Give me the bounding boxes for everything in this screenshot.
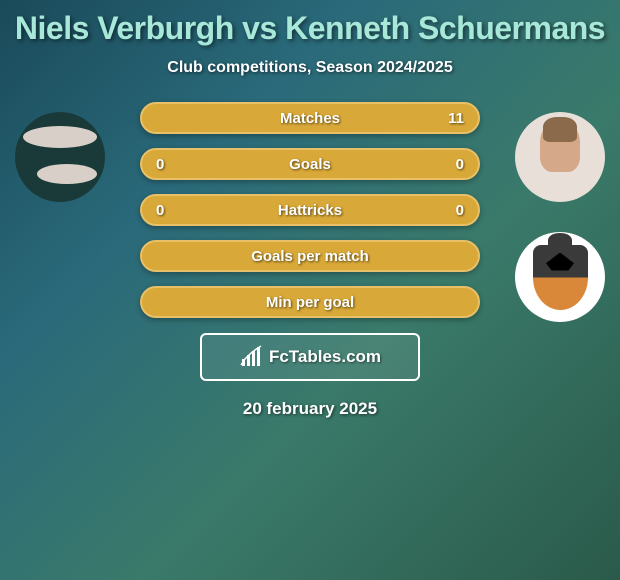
stat-row-hattricks: 0 Hattricks 0 <box>140 194 480 226</box>
stat-row-matches: Matches 11 <box>140 102 480 134</box>
page-title: Niels Verburgh vs Kenneth Schuermans <box>0 10 620 47</box>
comparison-infographic: Niels Verburgh vs Kenneth Schuermans Clu… <box>0 0 620 429</box>
watermark-box: FcTables.com <box>200 333 420 381</box>
player-left-avatar <box>15 112 105 202</box>
watermark-text: FcTables.com <box>269 347 381 367</box>
stat-row-goals: 0 Goals 0 <box>140 148 480 180</box>
stat-left-value: 0 <box>156 202 164 219</box>
stat-label: Hattricks <box>278 202 342 219</box>
date-text: 20 february 2025 <box>0 399 620 419</box>
stat-right-value: 11 <box>448 110 464 127</box>
stat-label: Goals per match <box>251 248 369 265</box>
club-badge-right <box>515 232 605 322</box>
stat-row-goals-per-match: Goals per match <box>140 240 480 272</box>
stat-row-min-per-goal: Min per goal <box>140 286 480 318</box>
player-right-avatar <box>515 112 605 202</box>
stat-right-value: 0 <box>456 156 464 173</box>
club-badge-bird-icon <box>546 253 574 271</box>
chart-icon <box>239 345 263 369</box>
stat-label: Min per goal <box>266 294 354 311</box>
club-badge-shield <box>533 245 588 310</box>
subtitle: Club competitions, Season 2024/2025 <box>0 59 620 77</box>
club-badge-crown-icon <box>548 233 572 247</box>
stat-left-value: 0 <box>156 156 164 173</box>
stat-right-value: 0 <box>456 202 464 219</box>
stat-label: Matches <box>280 110 340 127</box>
stat-label: Goals <box>289 156 331 173</box>
stats-area: Matches 11 0 Goals 0 0 Hattricks 0 Goals… <box>0 102 620 419</box>
